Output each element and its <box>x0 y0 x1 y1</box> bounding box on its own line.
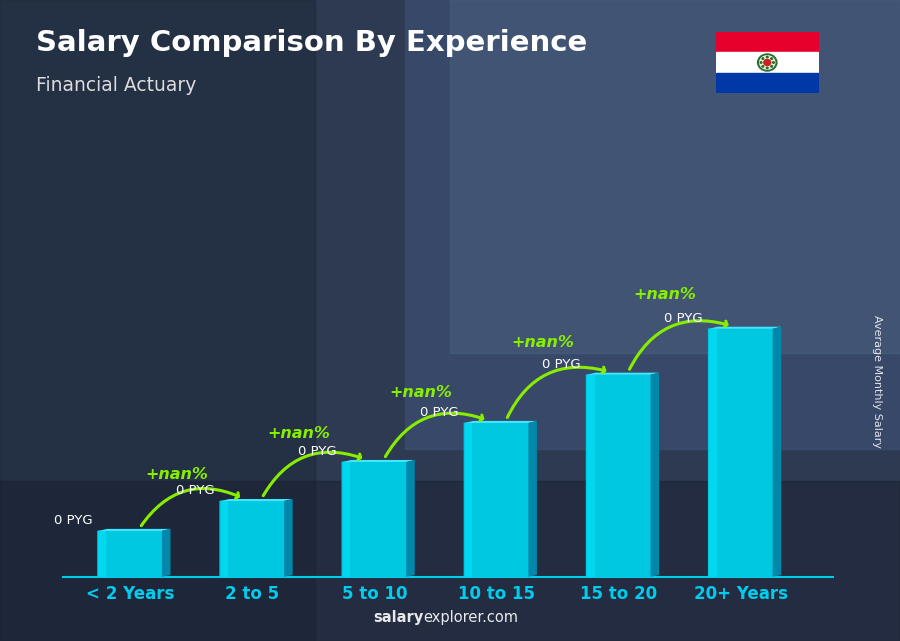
Text: +nan%: +nan% <box>145 467 208 482</box>
Circle shape <box>760 56 775 69</box>
Polygon shape <box>406 460 415 577</box>
Text: 0 PYG: 0 PYG <box>420 406 459 419</box>
Text: +nan%: +nan% <box>511 335 574 350</box>
Polygon shape <box>98 529 170 531</box>
FancyBboxPatch shape <box>341 462 408 578</box>
FancyBboxPatch shape <box>708 328 774 578</box>
Text: explorer.com: explorer.com <box>423 610 518 625</box>
Polygon shape <box>709 327 781 329</box>
FancyBboxPatch shape <box>586 374 652 578</box>
Circle shape <box>770 58 772 60</box>
Circle shape <box>767 67 768 69</box>
Text: Average Monthly Salary: Average Monthly Salary <box>872 315 883 448</box>
Circle shape <box>767 56 768 58</box>
Circle shape <box>770 65 772 67</box>
Bar <box>709 329 716 577</box>
Polygon shape <box>772 327 781 577</box>
Polygon shape <box>162 529 170 577</box>
FancyBboxPatch shape <box>97 531 163 578</box>
Text: 0 PYG: 0 PYG <box>54 514 93 527</box>
Bar <box>405 0 900 449</box>
Bar <box>343 462 350 577</box>
Circle shape <box>760 62 762 63</box>
Polygon shape <box>284 499 292 577</box>
Bar <box>587 375 595 577</box>
Polygon shape <box>220 499 292 501</box>
Bar <box>716 72 819 93</box>
Bar <box>450 0 900 353</box>
Bar <box>98 531 106 577</box>
FancyBboxPatch shape <box>464 422 529 578</box>
Polygon shape <box>528 421 537 577</box>
Polygon shape <box>343 460 415 462</box>
Circle shape <box>762 58 764 60</box>
Bar <box>0 481 900 641</box>
Text: salary: salary <box>373 610 423 625</box>
Polygon shape <box>465 421 537 423</box>
Bar <box>716 53 819 72</box>
Text: 0 PYG: 0 PYG <box>543 358 580 370</box>
Circle shape <box>758 54 777 71</box>
Text: 0 PYG: 0 PYG <box>298 445 337 458</box>
Bar <box>220 501 229 577</box>
FancyBboxPatch shape <box>220 501 285 578</box>
Text: +nan%: +nan% <box>267 426 330 441</box>
Text: 0 PYG: 0 PYG <box>664 312 703 325</box>
Text: Salary Comparison By Experience: Salary Comparison By Experience <box>36 29 587 57</box>
Circle shape <box>764 60 770 65</box>
Bar <box>0 0 315 641</box>
Text: Financial Actuary: Financial Actuary <box>36 76 196 95</box>
Circle shape <box>772 62 774 63</box>
Text: +nan%: +nan% <box>390 385 453 400</box>
Polygon shape <box>651 372 659 577</box>
Circle shape <box>762 65 764 67</box>
Polygon shape <box>587 372 659 375</box>
Text: 0 PYG: 0 PYG <box>176 484 214 497</box>
Bar <box>465 423 472 577</box>
Bar <box>716 32 819 53</box>
Text: +nan%: +nan% <box>634 287 697 303</box>
